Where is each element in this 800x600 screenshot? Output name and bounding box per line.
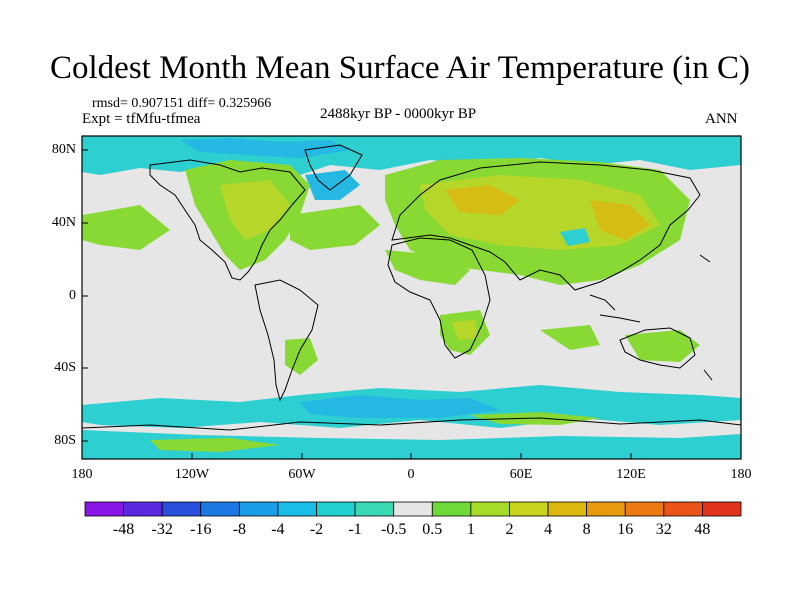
period-label: 2488kyr BP - 0000kyr BP <box>320 106 477 122</box>
colorbar-swatch <box>277 501 317 517</box>
coast-africa <box>387 237 491 359</box>
colorbar-swatch <box>624 501 665 517</box>
experiment-label: Expt = tfMfu-tfmea <box>82 111 201 127</box>
colorbar-swatch <box>238 501 279 517</box>
lat-label-40s: 40S <box>54 360 76 375</box>
field-antarctica-warm <box>150 438 280 452</box>
colorbar-tick-label: -0.5 <box>381 521 407 538</box>
colorbar-swatch <box>509 501 549 517</box>
lon-label-60e: 60E <box>509 467 533 482</box>
field-north-pacific <box>82 205 170 250</box>
coast-eurasia <box>391 161 701 291</box>
lat-label-0: 0 <box>69 288 76 303</box>
chart-title: Coldest Month Mean Surface Air Temperatu… <box>50 50 750 86</box>
colorbar <box>84 501 742 517</box>
coastlines <box>82 144 741 431</box>
colorbar-tick-label: 2 <box>505 521 514 538</box>
colorbar-swatch <box>316 501 356 517</box>
field-eurasia-high <box>445 185 520 215</box>
colorbar-tick-label: 32 <box>655 521 672 538</box>
colorbar-swatch <box>393 501 433 517</box>
colorbar-tick-label: 0.5 <box>422 521 443 538</box>
colorbar-tick-label: -48 <box>112 521 135 538</box>
field-africa-south-mid <box>452 320 478 340</box>
colorbar-swatch <box>663 501 703 517</box>
axis-ticks <box>81 149 742 459</box>
colorbar-tick-label: 1 <box>466 521 475 538</box>
colorbar-tick-label: 48 <box>694 521 711 538</box>
field-australia <box>625 330 700 362</box>
coast-greenland <box>304 144 363 191</box>
lon-label-120e: 120E <box>616 467 646 482</box>
coast-australia <box>619 327 696 369</box>
field-southern-ocean-deep <box>300 395 500 418</box>
lon-label-180e: 180 <box>730 467 752 482</box>
colorbar-tick-label: -32 <box>151 521 173 538</box>
field-tibet-cool <box>560 228 590 246</box>
lat-label-80s: 80S <box>54 433 76 448</box>
season-label: ANN <box>705 111 738 127</box>
colorbar-tick-label: 16 <box>617 521 634 538</box>
field-siberia-high <box>590 200 650 240</box>
colorbar-swatch <box>123 501 163 517</box>
colorbar-tick-label: -16 <box>190 521 212 538</box>
field-arctic-deep <box>180 138 350 158</box>
field-africa-north <box>385 250 470 285</box>
colorbar-swatch <box>547 501 588 517</box>
map-panel <box>82 136 741 459</box>
field-north-atlantic <box>290 205 380 250</box>
lon-label-180w: 180 <box>71 467 93 482</box>
colorbar-tick-label: 8 <box>582 521 591 538</box>
colorbar-swatch <box>84 501 124 517</box>
colorbar-swatch <box>470 501 510 517</box>
lon-label-120w: 120W <box>174 467 210 482</box>
colorbar-tick-label: -8 <box>232 521 247 538</box>
lat-label-80n: 80N <box>51 142 76 157</box>
colorbar-swatch <box>586 501 626 517</box>
colorbar-swatch <box>431 501 472 517</box>
field-tropic-pacific <box>540 325 600 350</box>
colorbar-tick-label: -1 <box>348 521 362 538</box>
lon-label-0: 0 <box>407 467 415 482</box>
colorbar-tick-label: -2 <box>309 521 324 538</box>
stats-text: rmsd= 0.907151 diff= 0.325966 <box>92 96 272 111</box>
lat-label-40n: 40N <box>51 215 76 230</box>
colorbar-tick-label: -4 <box>271 521 285 538</box>
field-north-america-mid <box>220 180 290 240</box>
coast-islands <box>589 254 713 381</box>
lon-label-60w: 60W <box>288 467 316 482</box>
colorbar-swatch <box>354 501 395 517</box>
coast-north-america <box>149 159 306 281</box>
coast-antarctica <box>82 417 741 431</box>
colorbar-swatch <box>161 501 202 517</box>
field-antarctica <box>82 430 741 459</box>
colorbar-swatch <box>702 501 742 517</box>
coast-south-america <box>254 279 319 402</box>
colorbar-tick-label: 4 <box>544 521 553 538</box>
colorbar-swatch <box>200 501 240 517</box>
